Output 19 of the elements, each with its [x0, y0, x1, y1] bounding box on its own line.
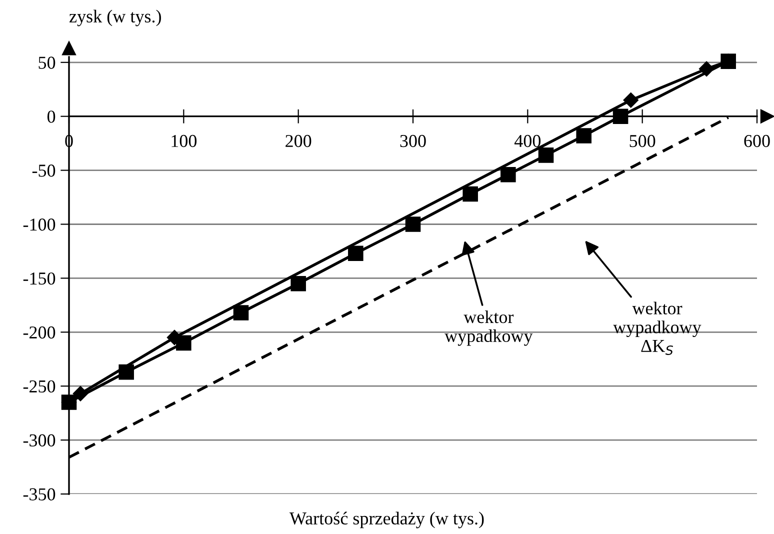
x-tick-label: 200 [286, 134, 312, 148]
x-axis-title: Wartość sprzedaży (w tys.) [289, 512, 484, 528]
x-tick-label: 600 [744, 134, 770, 148]
annotation: wektor wypadkowy [444, 310, 533, 346]
x-tick-label: 100 [172, 134, 197, 148]
y-tick-label: -300 [23, 434, 56, 446]
annotation: wektor wypadkowy ΔK$_{S}$ [613, 302, 702, 356]
y-tick-label: -250 [23, 380, 56, 393]
x-tick-label: 300 [400, 134, 426, 148]
x-tick-label: 400 [514, 134, 541, 148]
y-tick-label: -150 [23, 272, 56, 285]
y-tick-label: -200 [23, 326, 56, 339]
y-tick-label: -100 [23, 218, 56, 231]
y-tick-label: -50 [32, 164, 56, 177]
y-axis-title: zysk (w tys.) [69, 10, 161, 26]
y-tick-label: 0 [47, 110, 56, 123]
y-tick-label: 50 [38, 56, 56, 69]
x-tick-label: 500 [630, 134, 656, 148]
y-tick-label: -350 [23, 488, 56, 500]
